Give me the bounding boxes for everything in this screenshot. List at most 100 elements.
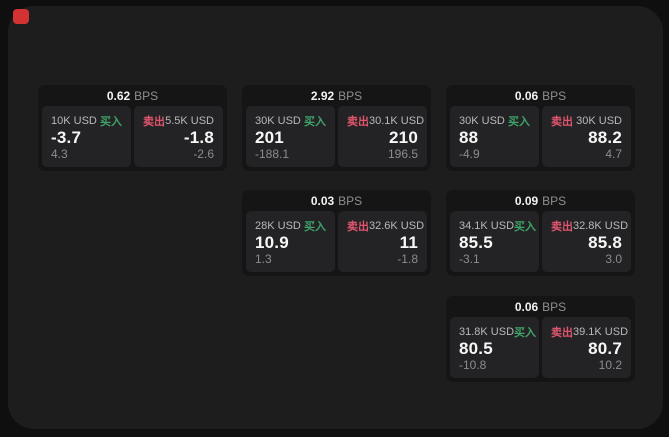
- buy-price: -3.7: [51, 128, 82, 147]
- sell-badge[interactable]: 卖出: [551, 116, 573, 128]
- buy-badge[interactable]: 买入: [100, 116, 122, 128]
- sell-badge[interactable]: 卖出: [551, 221, 573, 233]
- buy-amount: 30K USD: [255, 115, 301, 127]
- buy-toprow: 31.8K USD 买入: [459, 324, 536, 340]
- quote-card: 2.92 BPS 30K USD 买入 201 -188.1 卖出 30.1K …: [242, 85, 431, 171]
- quote-card: 0.09 BPS 34.1K USD 买入 85.5 -3.1 卖出 32.8K…: [446, 190, 635, 276]
- buy-amount: 31.8K USD: [459, 326, 515, 338]
- buy-toprow: 34.1K USD 买入: [459, 218, 536, 234]
- bps-unit-label: BPS: [338, 88, 363, 103]
- sell-price: 11: [399, 233, 418, 252]
- card-body: 34.1K USD 买入 85.5 -3.1 卖出 32.8K USD 85.8…: [450, 211, 631, 272]
- bps-value: 0.03: [310, 193, 335, 208]
- buy-quote-panel[interactable]: 10K USD 买入 -3.7 4.3: [42, 106, 131, 167]
- buy-price: 10.9: [255, 233, 289, 252]
- sell-toprow: 卖出 32.8K USD: [551, 218, 628, 234]
- sell-amount: 32.8K USD: [573, 220, 629, 232]
- card-header: 0.09 BPS: [450, 190, 631, 211]
- sell-quote-panel[interactable]: 卖出 30K USD 88.2 4.7: [542, 106, 631, 167]
- card-header: 2.92 BPS: [246, 85, 427, 106]
- sell-price: -1.8: [183, 128, 214, 147]
- buy-toprow: 30K USD 买入: [459, 113, 530, 129]
- bps-value: 0.06: [514, 299, 539, 314]
- bps-unit-label: BPS: [134, 88, 159, 103]
- sell-quote-panel[interactable]: 卖出 5.5K USD -1.8 -2.6: [134, 106, 223, 167]
- buy-badge[interactable]: 买入: [304, 116, 326, 128]
- sell-badge[interactable]: 卖出: [347, 221, 369, 233]
- card-body: 31.8K USD 买入 80.5 -10.8 卖出 39.1K USD 80.…: [450, 317, 631, 378]
- bps-unit-label: BPS: [542, 299, 567, 314]
- buy-badge[interactable]: 买入: [304, 221, 326, 233]
- card-header: 0.06 BPS: [450, 296, 631, 317]
- buy-toprow: 30K USD 买入: [255, 113, 326, 129]
- buy-change: -10.8: [459, 357, 487, 372]
- buy-change: 1.3: [255, 251, 272, 266]
- buy-quote-panel[interactable]: 30K USD 买入 201 -188.1: [246, 106, 335, 167]
- bps-value: 0.09: [514, 193, 539, 208]
- sell-change: -2.6: [193, 146, 214, 161]
- buy-price: 85.5: [459, 233, 493, 252]
- buy-change: 4.3: [51, 146, 68, 161]
- buy-change: -3.1: [459, 251, 480, 266]
- card-body: 28K USD 买入 10.9 1.3 卖出 32.6K USD 11 -1.8: [246, 211, 427, 272]
- sell-badge[interactable]: 卖出: [143, 116, 165, 128]
- sell-change: 10.2: [598, 357, 622, 372]
- sell-toprow: 卖出 30K USD: [551, 113, 622, 129]
- card-body: 10K USD 买入 -3.7 4.3 卖出 5.5K USD -1.8 -2.…: [42, 106, 223, 167]
- sell-change: 3.0: [605, 251, 622, 266]
- card-body: 30K USD 买入 88 -4.9 卖出 30K USD 88.2 4.7: [450, 106, 631, 167]
- quote-card: 0.03 BPS 28K USD 买入 10.9 1.3 卖出 32.6K US…: [242, 190, 431, 276]
- card-body: 30K USD 买入 201 -188.1 卖出 30.1K USD 210 1…: [246, 106, 427, 167]
- bps-value: 0.62: [106, 88, 131, 103]
- buy-amount: 34.1K USD: [459, 220, 515, 232]
- bps-value: 2.92: [310, 88, 335, 103]
- sell-quote-panel[interactable]: 卖出 32.8K USD 85.8 3.0: [542, 211, 631, 272]
- sell-price: 85.8: [588, 233, 622, 252]
- buy-badge[interactable]: 买入: [514, 221, 537, 233]
- sell-quote-panel[interactable]: 卖出 32.6K USD 11 -1.8: [338, 211, 427, 272]
- buy-price: 88: [459, 128, 479, 147]
- card-header: 0.62 BPS: [42, 85, 223, 106]
- sell-price: 88.2: [588, 128, 622, 147]
- card-header: 0.06 BPS: [450, 85, 631, 106]
- buy-badge[interactable]: 买入: [508, 116, 530, 128]
- sell-toprow: 卖出 39.1K USD: [551, 324, 628, 340]
- sell-amount: 30.1K USD: [369, 115, 425, 127]
- sell-change: 196.5: [387, 146, 418, 161]
- quote-card: 0.06 BPS 30K USD 买入 88 -4.9 卖出 30K USD 8…: [446, 85, 635, 171]
- sell-toprow: 卖出 5.5K USD: [143, 113, 214, 129]
- buy-price: 80.5: [459, 339, 493, 358]
- sell-change: -1.8: [397, 251, 418, 266]
- quote-card: 0.62 BPS 10K USD 买入 -3.7 4.3 卖出 5.5K USD…: [38, 85, 227, 171]
- bps-unit-label: BPS: [542, 88, 567, 103]
- sell-amount: 32.6K USD: [369, 220, 425, 232]
- bps-unit-label: BPS: [338, 193, 363, 208]
- buy-toprow: 28K USD 买入: [255, 218, 326, 234]
- sell-amount: 30K USD: [576, 115, 622, 127]
- bps-unit-label: BPS: [542, 193, 567, 208]
- sell-price: 80.7: [588, 339, 622, 358]
- buy-quote-panel[interactable]: 34.1K USD 买入 85.5 -3.1: [450, 211, 539, 272]
- sell-badge[interactable]: 卖出: [551, 327, 573, 339]
- buy-quote-panel[interactable]: 30K USD 买入 88 -4.9: [450, 106, 539, 167]
- sell-change: 4.7: [605, 146, 622, 161]
- sell-toprow: 卖出 30.1K USD: [347, 113, 424, 129]
- buy-quote-panel[interactable]: 28K USD 买入 10.9 1.3: [246, 211, 335, 272]
- buy-quote-panel[interactable]: 31.8K USD 买入 80.5 -10.8: [450, 317, 539, 378]
- sell-quote-panel[interactable]: 卖出 30.1K USD 210 196.5: [338, 106, 427, 167]
- buy-amount: 10K USD: [51, 115, 97, 127]
- buy-badge[interactable]: 买入: [514, 327, 537, 339]
- sell-amount: 5.5K USD: [165, 115, 214, 127]
- bps-value: 0.06: [514, 88, 539, 103]
- buy-toprow: 10K USD 买入: [51, 113, 122, 129]
- buy-amount: 28K USD: [255, 220, 301, 232]
- sell-quote-panel[interactable]: 卖出 39.1K USD 80.7 10.2: [542, 317, 631, 378]
- buy-price: 201: [255, 128, 284, 147]
- buy-amount: 30K USD: [459, 115, 505, 127]
- buy-change: -188.1: [255, 146, 290, 161]
- sell-price: 210: [389, 128, 418, 147]
- sell-toprow: 卖出 32.6K USD: [347, 218, 424, 234]
- card-header: 0.03 BPS: [246, 190, 427, 211]
- sell-badge[interactable]: 卖出: [347, 116, 369, 128]
- app-logo-icon: [13, 9, 29, 24]
